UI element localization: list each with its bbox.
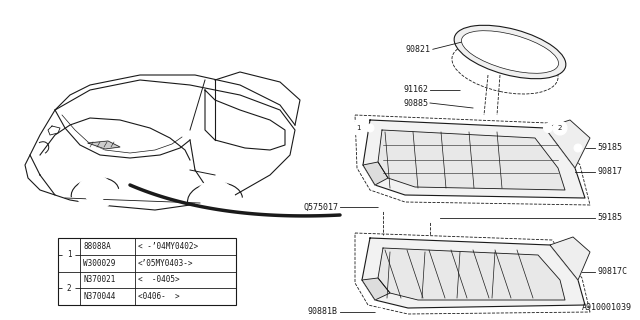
Text: 59185: 59185: [597, 143, 622, 153]
Text: W300029: W300029: [83, 259, 115, 268]
Text: <’05MY0403->: <’05MY0403->: [138, 259, 193, 268]
Text: <0406-  >: <0406- >: [138, 292, 180, 301]
Circle shape: [366, 124, 374, 132]
Circle shape: [574, 144, 582, 152]
Text: 91162: 91162: [403, 85, 428, 94]
Polygon shape: [378, 130, 565, 190]
Circle shape: [461, 86, 469, 94]
Text: 90817C: 90817C: [597, 268, 627, 276]
Circle shape: [553, 121, 567, 135]
Polygon shape: [363, 162, 388, 185]
Circle shape: [426, 214, 434, 222]
Polygon shape: [550, 237, 590, 280]
Text: 1: 1: [67, 250, 71, 259]
Text: 90817: 90817: [597, 167, 622, 177]
Text: 90881B: 90881B: [308, 308, 338, 316]
Text: 90821: 90821: [405, 45, 430, 54]
Circle shape: [63, 282, 75, 294]
Circle shape: [77, 175, 113, 211]
Circle shape: [63, 249, 75, 261]
Ellipse shape: [454, 25, 566, 79]
Polygon shape: [378, 248, 565, 300]
Circle shape: [351, 121, 365, 135]
Text: N370021: N370021: [83, 276, 115, 284]
Text: 59185: 59185: [597, 213, 622, 222]
Bar: [58, 238, 236, 305]
Circle shape: [85, 183, 105, 203]
Text: 90885: 90885: [403, 99, 428, 108]
Text: <  -0405>: < -0405>: [138, 276, 180, 284]
Circle shape: [376, 308, 384, 316]
Circle shape: [379, 203, 387, 211]
Circle shape: [543, 124, 552, 132]
Polygon shape: [362, 278, 390, 300]
Ellipse shape: [461, 31, 559, 73]
Text: < -’04MY0402>: < -’04MY0402>: [138, 242, 198, 251]
Circle shape: [195, 180, 235, 220]
Text: A910001039: A910001039: [582, 303, 632, 312]
Text: 2: 2: [67, 284, 71, 293]
Circle shape: [204, 189, 226, 211]
Polygon shape: [362, 238, 585, 308]
Polygon shape: [88, 141, 120, 149]
Text: Q575017: Q575017: [303, 203, 338, 212]
Text: 2: 2: [558, 125, 562, 131]
Text: N370044: N370044: [83, 292, 115, 301]
Text: 1: 1: [356, 125, 360, 131]
Polygon shape: [545, 120, 590, 168]
Circle shape: [473, 108, 481, 116]
Polygon shape: [363, 120, 585, 198]
Text: 88088A: 88088A: [83, 242, 111, 251]
